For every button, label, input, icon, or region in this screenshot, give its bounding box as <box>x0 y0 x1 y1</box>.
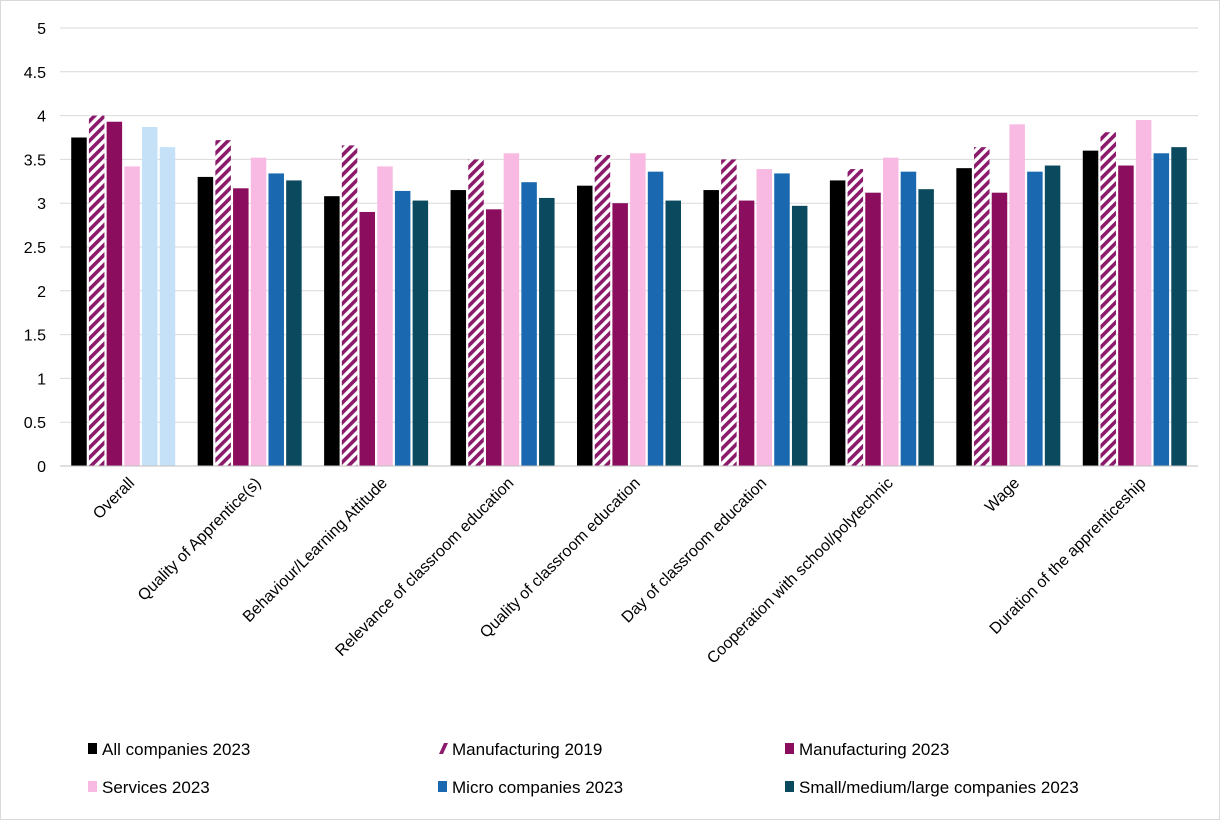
bar-6-2 <box>286 180 302 467</box>
bar-1-6 <box>703 190 719 466</box>
bar-3-4 <box>485 209 502 466</box>
bar-5-1 <box>142 126 158 467</box>
legend-swatch <box>88 781 97 792</box>
legend-swatch <box>438 781 447 792</box>
bar-4-1 <box>124 166 140 466</box>
y-tick-label: 1.5 <box>24 328 46 345</box>
legend-label: All companies 2023 <box>102 740 250 759</box>
y-axis-ticks: 0 0.5 1 1.5 2 2.5 3 3.5 4 4.5 5 <box>24 21 46 476</box>
bar-3-3 <box>359 211 376 466</box>
bar-5-9 <box>1153 153 1170 466</box>
bar-4-4 <box>503 153 520 466</box>
bar-2-2 <box>215 140 231 466</box>
legend-item: All companies 2023 <box>88 740 250 759</box>
bar-5-4 <box>521 182 537 466</box>
bar-3-2 <box>233 188 249 466</box>
bar-5-6 <box>774 173 790 467</box>
legend-item: Small/medium/large companies 2023 <box>785 778 1079 797</box>
gridlines <box>60 27 1198 423</box>
legend-item: Micro companies 2023 <box>438 778 623 797</box>
y-tick-label: 3 <box>37 196 46 213</box>
bar-3-5 <box>612 203 628 466</box>
bar-3-1 <box>106 121 123 466</box>
y-tick-label: 2.5 <box>24 240 46 257</box>
bar-4-7 <box>882 157 899 466</box>
y-tick-label: 4.5 <box>24 65 46 82</box>
bars <box>71 115 1187 467</box>
bar-6-3 <box>412 200 429 466</box>
bar-4-9 <box>1135 119 1152 466</box>
bar-6-7 <box>918 189 934 466</box>
bar-2-9 <box>1100 132 1116 467</box>
bar-4-3 <box>377 166 393 466</box>
y-tick-label: 3.5 <box>24 152 46 169</box>
legend-swatch <box>439 743 448 754</box>
bar-2-8 <box>974 147 990 466</box>
bar-1-5 <box>577 185 593 466</box>
category-label: Behaviour/Learning Attitude <box>240 475 391 626</box>
bar-2-5 <box>594 155 611 466</box>
bar-1-9 <box>1082 150 1099 466</box>
y-tick-label: 0.5 <box>24 415 46 432</box>
bar-4-6 <box>756 169 773 467</box>
y-tick-label: 5 <box>37 21 46 38</box>
bar-6-8 <box>1044 165 1061 466</box>
bar-1-8 <box>956 168 972 466</box>
bar-4-5 <box>630 153 646 466</box>
bar-4-8 <box>1009 124 1025 467</box>
bar-2-4 <box>468 159 484 466</box>
legend-item: Manufacturing 2023 <box>785 740 949 759</box>
category-label: Day of classroom education <box>619 475 771 627</box>
legend-swatch <box>88 743 97 754</box>
bar-1-1 <box>71 137 87 466</box>
bar-1-7 <box>829 180 846 467</box>
legend-label: Manufacturing 2023 <box>799 740 949 759</box>
bar-5-3 <box>394 190 411 466</box>
y-tick-label: 4 <box>37 109 46 126</box>
bar-6-4 <box>539 197 555 466</box>
legend: All companies 2023 Manufacturing 2019 Manu… <box>88 740 1079 797</box>
bar-6-1 <box>159 147 176 466</box>
legend-swatch <box>785 781 794 792</box>
bar-4-2 <box>250 157 267 466</box>
bar-1-2 <box>197 176 214 467</box>
y-tick-label: 0 <box>37 459 46 476</box>
legend-item: Manufacturing 2019 <box>439 740 602 759</box>
bar-5-7 <box>900 171 917 466</box>
category-label: Duration of the apprenticeship <box>987 475 1150 638</box>
bar-5-8 <box>1027 171 1043 466</box>
bar-2-6 <box>721 159 737 466</box>
y-tick-label: 2 <box>37 284 46 301</box>
legend-label: Manufacturing 2019 <box>452 740 602 759</box>
bar-3-9 <box>1118 165 1134 466</box>
bar-6-9 <box>1171 147 1187 466</box>
bar-1-3 <box>324 196 340 466</box>
bar-6-5 <box>665 200 681 466</box>
bar-3-7 <box>865 192 881 466</box>
y-tick-label: 1 <box>37 371 46 388</box>
bar-2-1 <box>88 115 105 466</box>
legend-label: Micro companies 2023 <box>452 778 623 797</box>
bar-2-7 <box>847 169 864 467</box>
bar-1-4 <box>450 190 467 466</box>
legend-swatch <box>785 743 794 754</box>
bar-5-5 <box>647 171 664 466</box>
category-label: Overall <box>90 475 138 523</box>
category-label: Quality of Apprentice(s) <box>135 475 265 605</box>
bar-3-6 <box>738 200 755 466</box>
category-label: Wage <box>982 475 1023 516</box>
bar-6-6 <box>791 205 808 466</box>
legend-item: Services 2023 <box>88 778 210 797</box>
bar-2-3 <box>341 145 358 466</box>
bar-3-8 <box>991 192 1008 466</box>
bar-5-2 <box>268 173 284 467</box>
legend-label: Small/medium/large companies 2023 <box>799 778 1079 797</box>
legend-label: Services 2023 <box>102 778 210 797</box>
